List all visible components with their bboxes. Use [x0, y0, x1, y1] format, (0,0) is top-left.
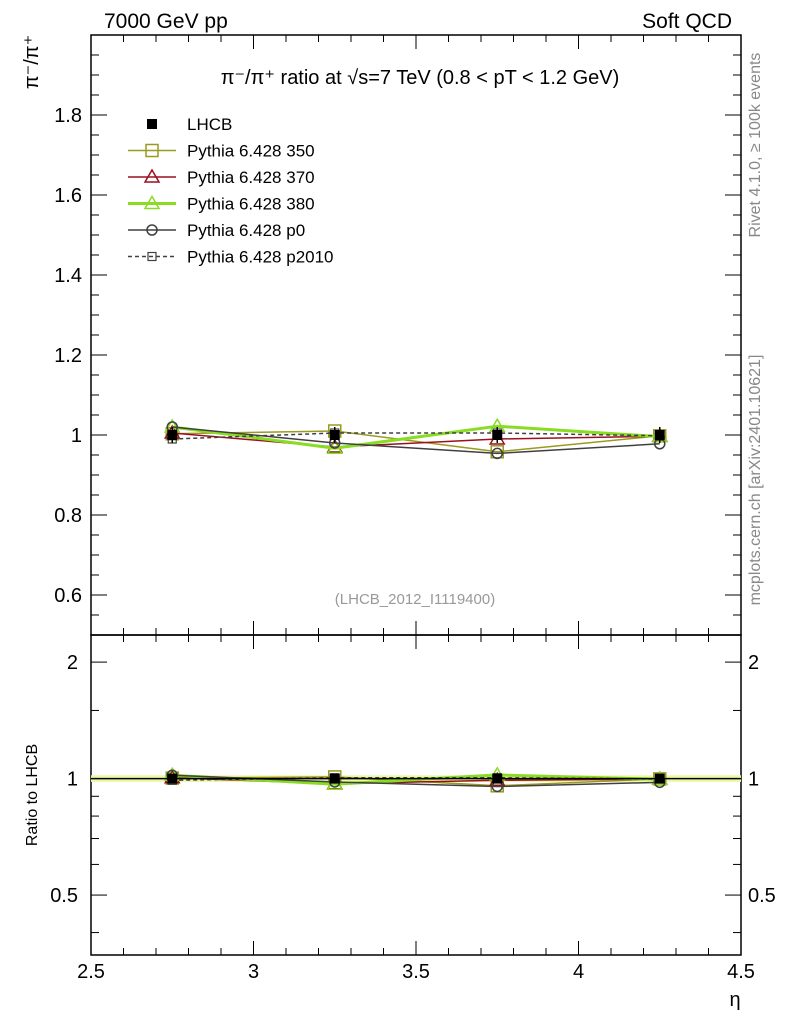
legend-item-0: LHCB [147, 115, 232, 134]
y-tick-label: 0.6 [54, 585, 82, 607]
data-point [167, 430, 178, 440]
ratio-tick-label: 1 [67, 769, 78, 791]
legend-item-1: Pythia 6.428 350 [128, 142, 315, 161]
x-tick-label: 3.5 [402, 961, 430, 983]
y-tick-label: 1.8 [54, 105, 82, 127]
ratio-tick-label: 0.5 [50, 885, 78, 907]
series-line [172, 426, 660, 455]
ratio-point [654, 773, 665, 784]
ratio-tick-label-right: 2 [748, 652, 759, 674]
legend-marker [147, 251, 157, 262]
rivet-label: Rivet 4.1.0, ≥ 100k events [747, 53, 764, 238]
series-0 [167, 427, 665, 443]
legend-label: LHCB [187, 115, 232, 134]
analysis-id: (LHCB_2012_I1119400) [335, 591, 495, 608]
series-line [172, 424, 660, 450]
x-tick-label: 2.5 [77, 961, 105, 983]
legend-label: Pythia 6.428 370 [187, 168, 315, 187]
ratio-series [91, 766, 741, 793]
ratio-frame [90, 634, 742, 956]
x-tick-label: 4.5 [727, 961, 755, 983]
ratio-tick-label: 2 [67, 652, 78, 674]
legend-label: Pythia 6.428 350 [187, 142, 315, 161]
legend-label: Pythia 6.428 p0 [187, 221, 305, 240]
ratio-y-axis-label: Ratio to LHCB [24, 744, 41, 846]
y-tick-label: 1.6 [54, 185, 82, 207]
data-point [654, 430, 665, 440]
tick-labels: 2.5 3 3.5 4 4.5 0.6 0.8 1 1.2 1.4 1.6 1.8 0.5 0.5 1 1 2 2 [50, 105, 776, 983]
legend-item-2: Pythia 6.428 370 [128, 168, 315, 187]
y-tick-label: 1 [71, 425, 82, 447]
ratio-point [492, 773, 503, 784]
legend-marker [143, 195, 161, 210]
ratio-tick-label-right: 1 [748, 769, 759, 791]
ratio-point [167, 773, 178, 784]
header-right: Soft QCD [642, 10, 732, 33]
y-tick-label: 1.2 [54, 345, 82, 367]
x-axis-label: η [729, 989, 740, 1011]
main-series [163, 417, 669, 460]
x-tick-label: 3 [248, 961, 259, 983]
ratio-series-line [172, 773, 660, 786]
ratio-point [329, 773, 340, 784]
data-point [491, 447, 503, 460]
y-tick-label: 1.4 [54, 265, 82, 287]
legend-marker [143, 168, 161, 183]
legend-item-3: Pythia 6.428 380 [128, 195, 315, 214]
legend-marker [147, 119, 157, 129]
series-line [172, 430, 660, 453]
y-axis-label: π⁻/π⁺ [21, 35, 43, 89]
ratio-series-0 [91, 773, 741, 784]
legend-marker [145, 143, 159, 158]
series-line [172, 432, 660, 448]
data-point [329, 430, 340, 440]
axis-ticks [90, 34, 742, 955]
data-point [492, 430, 503, 440]
series-1 [165, 424, 667, 459]
series-4 [166, 421, 666, 460]
ratio-tick-label-right: 0.5 [748, 885, 776, 907]
series-line [172, 432, 660, 440]
mcplots-label: mcplots.cern.ch [arXiv:2401.10621] [747, 355, 764, 606]
legend-item-4: Pythia 6.428 p0 [128, 221, 305, 240]
legend-label: Pythia 6.428 380 [187, 195, 315, 214]
chart-title: π⁻/π⁺ ratio at √s=7 TeV (0.8 < pT < 1.2 … [221, 67, 620, 89]
header-left: 7000 GeV pp [104, 10, 228, 33]
legend-label: Pythia 6.428 p2010 [187, 248, 334, 267]
legend-item-5: Pythia 6.428 p2010 [128, 248, 334, 267]
legend: LHCB Pythia 6.428 350 Pythia 6.428 370 Pyth… [128, 115, 334, 267]
y-tick-label: 0.8 [54, 505, 82, 527]
x-tick-label: 4 [573, 961, 584, 983]
legend-marker [146, 224, 158, 236]
